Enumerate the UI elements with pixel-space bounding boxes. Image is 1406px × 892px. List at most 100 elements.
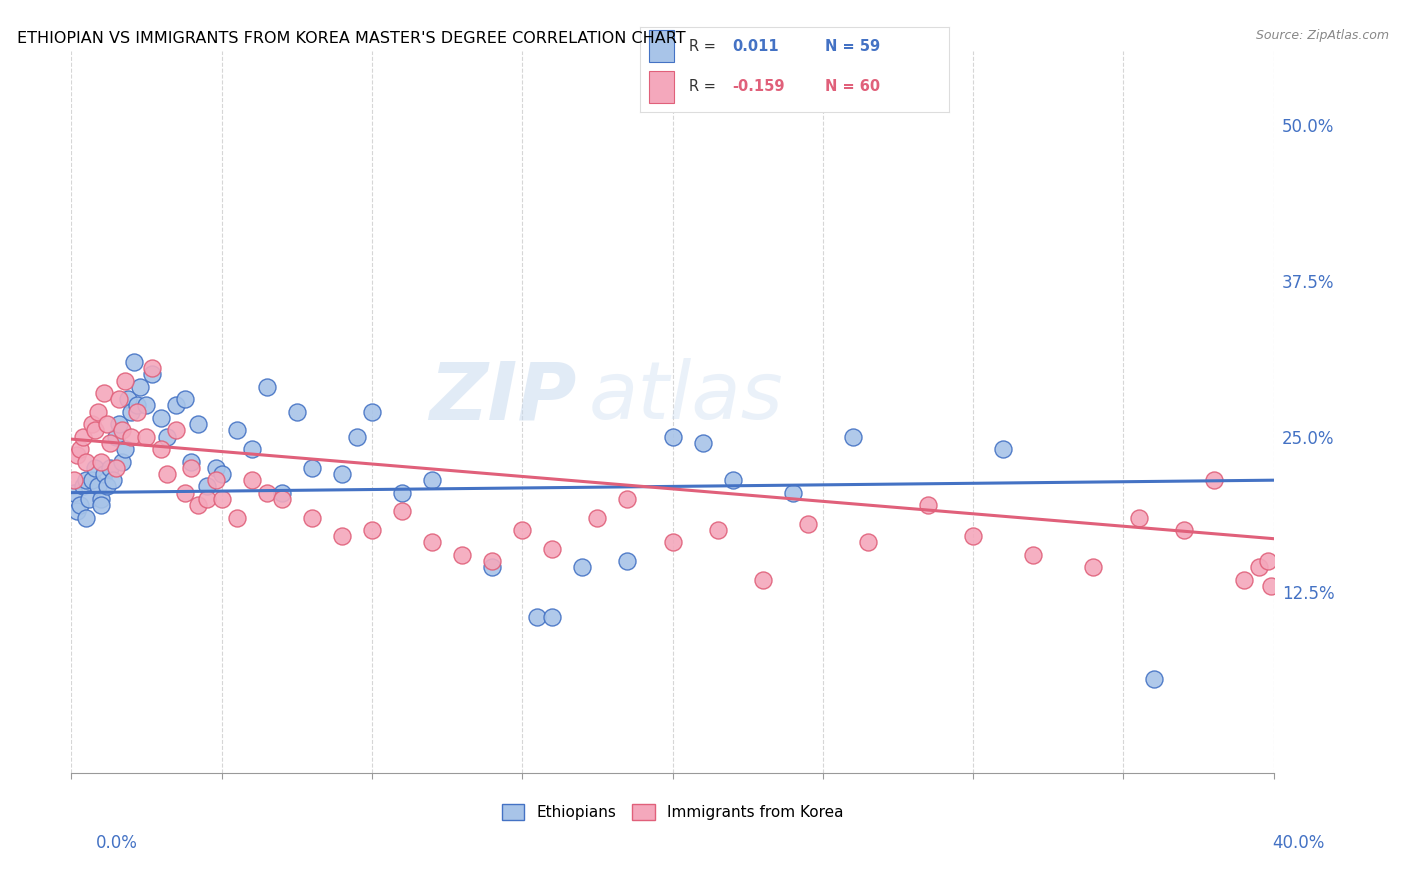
Point [256,485,278,500]
Point [66,504,89,518]
Point [114,374,136,388]
Point [174,485,197,500]
Point [108,392,131,407]
Point [166,399,188,413]
Text: ETHIOPIAN VS IMMIGRANTS FROM KOREA MASTER'S DEGREE CORRELATION CHART: ETHIOPIAN VS IMMIGRANTS FROM KOREA MASTE… [17,31,686,46]
Point [127,399,149,413]
Point [180,460,202,475]
Point [90,454,112,468]
Point [108,417,131,432]
Point [63,485,86,500]
Point [917,498,939,512]
Point [360,405,382,419]
Point [1128,510,1150,524]
Point [240,473,263,487]
Point [661,535,683,549]
Point [481,560,503,574]
Point [510,523,533,537]
Point [195,479,218,493]
Point [782,485,804,500]
Point [87,405,110,419]
Point [1022,548,1045,562]
Point [451,548,474,562]
Point [211,467,233,481]
Point [721,473,744,487]
Text: N = 59: N = 59 [825,38,880,54]
Point [195,491,218,506]
Point [105,460,128,475]
Point [69,442,91,456]
Point [166,423,188,437]
Point [75,510,97,524]
Point [87,479,110,493]
Point [129,380,152,394]
Point [82,417,104,432]
Point [127,405,149,419]
Point [301,460,323,475]
Point [842,429,865,443]
Text: R =: R = [689,79,716,95]
Point [180,454,202,468]
Text: atlas: atlas [588,359,783,436]
Point [420,535,443,549]
Point [82,473,104,487]
Point [1260,579,1282,593]
Point [856,535,879,549]
Point [962,529,984,543]
Point [586,510,609,524]
Text: R =: R = [689,38,716,54]
Point [186,498,208,512]
Text: 0.0%: 0.0% [96,834,138,852]
Text: 40.0%: 40.0% [1272,834,1324,852]
Point [117,392,139,407]
Point [1173,523,1195,537]
Point [72,429,94,443]
Point [541,610,564,624]
Point [75,473,97,487]
Point [270,485,292,500]
Point [174,392,197,407]
Point [751,573,773,587]
Point [156,429,179,443]
Point [541,541,564,556]
Point [186,417,208,432]
Point [211,491,233,506]
Point [135,429,157,443]
Point [360,523,382,537]
Point [1142,673,1164,687]
Point [98,435,121,450]
Point [225,423,247,437]
Point [616,491,638,506]
Point [391,485,413,500]
Text: N = 60: N = 60 [825,79,880,95]
Point [616,554,638,568]
Legend: Ethiopians, Immigrants from Korea: Ethiopians, Immigrants from Korea [495,798,849,827]
Text: Source: ZipAtlas.com: Source: ZipAtlas.com [1256,29,1389,42]
Point [285,405,308,419]
Point [420,473,443,487]
Point [111,454,134,468]
Point [96,479,118,493]
Point [156,467,179,481]
Point [103,473,125,487]
Point [69,498,91,512]
Point [526,610,548,624]
Point [66,448,89,462]
Point [692,435,714,450]
Point [571,560,593,574]
Point [96,417,118,432]
Point [63,473,86,487]
Point [124,355,146,369]
Point [72,479,94,493]
Point [105,429,128,443]
Point [240,442,263,456]
Point [330,467,353,481]
Point [93,467,115,481]
Point [706,523,728,537]
Point [90,498,112,512]
Text: 0.011: 0.011 [733,38,779,54]
Point [1247,560,1270,574]
Point [114,442,136,456]
Bar [650,70,673,103]
Point [1257,554,1279,568]
